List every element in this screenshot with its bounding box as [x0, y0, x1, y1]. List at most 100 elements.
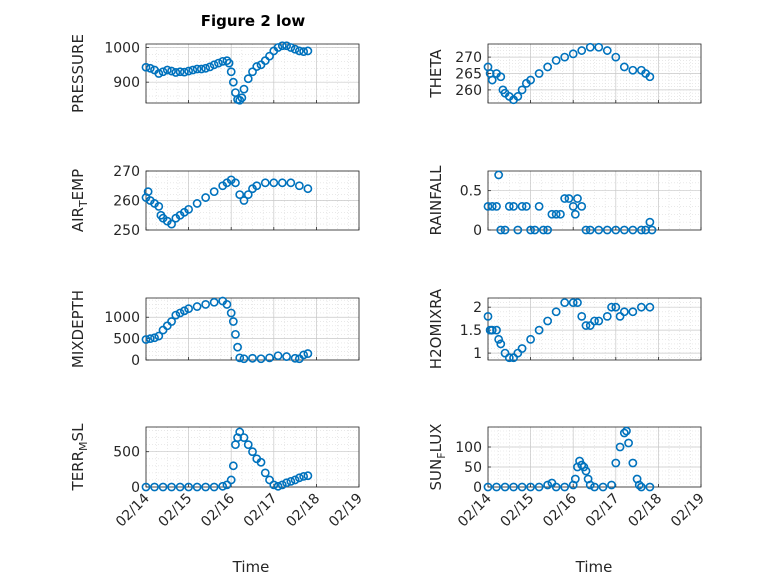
data-point — [504, 201, 514, 211]
data-point — [167, 482, 176, 492]
data-point — [619, 307, 629, 317]
data-point — [162, 65, 172, 75]
y-axis-label: AIRTEMP — [69, 169, 90, 232]
data-point — [184, 66, 193, 76]
data-point — [560, 298, 570, 307]
x-axis-label-left: Time — [232, 558, 270, 576]
data-point — [205, 62, 215, 72]
data-point — [184, 204, 193, 214]
data-point — [294, 181, 304, 191]
data-point — [534, 201, 544, 211]
data-point — [158, 325, 168, 335]
data-point — [517, 85, 527, 95]
data-point — [265, 353, 274, 363]
data-point — [233, 342, 242, 352]
data-point — [534, 69, 544, 78]
x-tick-label: 02/17 — [241, 491, 281, 531]
data-point — [636, 482, 646, 492]
axes-box — [145, 426, 360, 488]
x-tick-label: 02/18 — [625, 491, 665, 531]
data-point — [226, 308, 236, 318]
data-point — [611, 458, 621, 468]
data-point — [513, 92, 523, 101]
y-tick-label: 0 — [131, 353, 140, 369]
data-point — [239, 84, 249, 94]
data-point — [239, 433, 249, 442]
data-point — [526, 75, 535, 85]
y-axis-label: PRESSURE — [69, 34, 87, 113]
data-point — [277, 178, 287, 188]
data-point — [496, 72, 506, 82]
data-point — [538, 225, 548, 235]
data-point — [619, 428, 629, 438]
data-point — [590, 482, 599, 492]
data-point — [226, 475, 236, 485]
data-point — [509, 482, 518, 492]
data-point — [303, 46, 313, 56]
data-point — [487, 325, 497, 335]
x-axis-label-right: Time — [575, 558, 613, 576]
data-point — [577, 201, 587, 211]
data-point — [509, 201, 518, 211]
data-point — [500, 225, 510, 235]
data-point — [585, 42, 595, 52]
x-tick-label: 02/19 — [326, 491, 366, 531]
data-point — [175, 308, 185, 318]
data-point — [265, 51, 274, 61]
data-point — [226, 67, 236, 77]
data-point — [141, 482, 151, 492]
data-point — [602, 311, 612, 321]
data-point — [607, 302, 616, 312]
axes-box — [145, 43, 360, 104]
data-point — [517, 201, 527, 211]
data-point — [560, 194, 570, 203]
data-point — [585, 480, 595, 490]
data-point — [235, 190, 245, 199]
data-point — [248, 67, 257, 77]
data-point — [154, 201, 164, 211]
data-point — [303, 184, 313, 194]
data-point — [214, 58, 223, 68]
y-tick-label: 0.5 — [460, 184, 482, 200]
data-point — [248, 353, 257, 363]
data-point — [568, 298, 578, 307]
data-point — [260, 56, 270, 66]
data-point — [607, 480, 616, 490]
data-point — [645, 482, 655, 492]
data-point — [175, 67, 185, 77]
data-point — [188, 65, 198, 75]
data-point — [526, 482, 535, 492]
y-tick-label: 270 — [455, 50, 482, 66]
data-point — [299, 472, 309, 481]
axes-box — [487, 297, 702, 361]
data-point — [222, 480, 232, 490]
data-point — [581, 321, 591, 330]
panel-sun_flux: 0 50 100 02/14 02/15 02/16 02/17 02/18 02/19 SUNF… — [427, 424, 708, 531]
data-point — [282, 352, 291, 361]
data-point — [483, 311, 493, 321]
data-point — [534, 482, 544, 492]
data-point — [636, 302, 646, 312]
data-point — [265, 475, 274, 485]
data-point — [573, 194, 582, 203]
y-axis-label: H2OMIXRA — [427, 288, 445, 369]
data-point — [228, 317, 238, 326]
panel-pressure: 900 1000 PRESSURE — [69, 34, 360, 113]
data-point — [492, 325, 501, 335]
y-tick-label: 265 — [455, 67, 482, 83]
data-point — [551, 307, 561, 317]
data-point — [145, 334, 155, 344]
data-point — [231, 329, 240, 339]
data-point — [192, 482, 202, 492]
data-point — [645, 217, 655, 227]
figure-title: Figure 2 low — [200, 12, 306, 30]
data-point — [483, 482, 493, 492]
data-point — [628, 65, 638, 75]
data-point — [487, 75, 497, 85]
data-point — [282, 478, 291, 488]
data-point — [184, 304, 193, 314]
data-point — [619, 62, 629, 72]
x-tick-label: 02/16 — [540, 490, 580, 530]
data-point — [209, 187, 219, 197]
